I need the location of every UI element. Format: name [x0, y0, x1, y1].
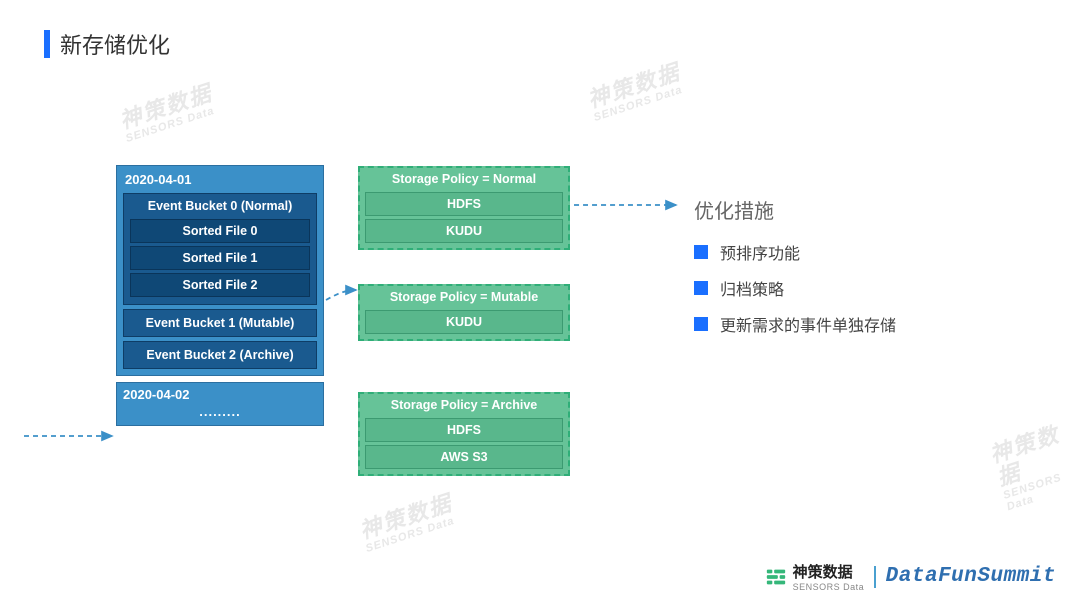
watermark-main: 神策数据 [116, 80, 215, 133]
slide-title: 新存储优化 [44, 28, 170, 60]
bullet-line: 归档策略 [694, 276, 994, 300]
watermark: 神策数据 SENSORS Data [987, 419, 1080, 514]
watermark: 神策数据 SENSORS Data [357, 491, 460, 555]
arrow-bucket-to-mutable [326, 290, 356, 300]
ellipsis: ......... [123, 402, 317, 423]
bullet-text: 更新需求的事件单独存储 [720, 312, 896, 336]
policy-title: Storage Policy = Normal [365, 171, 563, 189]
sorted-file: Sorted File 0 [130, 219, 310, 243]
footer: 神策数据 SENSORS Data DataFunSummit [765, 561, 1056, 592]
policy-item: HDFS [365, 418, 563, 442]
event-bucket-2: Event Bucket 2 (Archive) [123, 341, 317, 369]
bullet-text: 归档策略 [720, 276, 784, 300]
date-partition-1: 2020-04-01 Event Bucket 0 (Normal) Sorte… [116, 165, 324, 376]
bullet-square-icon [694, 317, 708, 331]
bullet-square-icon [694, 281, 708, 295]
partition-diagram: 2020-04-01 Event Bucket 0 (Normal) Sorte… [116, 165, 324, 426]
event-bucket-0: Event Bucket 0 (Normal) Sorted File 0 So… [123, 193, 317, 305]
event-bucket-1: Event Bucket 1 (Mutable) [123, 309, 317, 337]
policy-item: KUDU [365, 219, 563, 243]
bucket-title: Event Bucket 0 (Normal) [130, 198, 310, 216]
date-label: 2020-04-01 [123, 170, 317, 191]
sensors-brand: 神策数据 SENSORS Data [765, 561, 865, 592]
sorted-file: Sorted File 2 [130, 273, 310, 297]
bullet-line: 更新需求的事件单独存储 [694, 312, 994, 336]
policy-title: Storage Policy = Archive [365, 397, 563, 415]
policy-item: HDFS [365, 192, 563, 216]
bullet-square-icon [694, 245, 708, 259]
bullet-text: 预排序功能 [720, 240, 800, 264]
optimization-list: 优化措施 预排序功能归档策略更新需求的事件单独存储 [694, 195, 994, 348]
policy-item: KUDU [365, 310, 563, 334]
summit-brand: DataFunSummit [886, 565, 1056, 588]
date-partition-2: 2020-04-02 ......... [116, 382, 324, 426]
watermark-sub: SENSORS Data [124, 104, 219, 145]
footer-separator [874, 566, 876, 588]
storage-policy: Storage Policy = Mutable KUDU [358, 284, 570, 341]
watermark: 神策数据 SENSORS Data [585, 60, 688, 124]
storage-policy: Storage Policy = Normal HDFS KUDU [358, 166, 570, 250]
watermark: 神策数据 SENSORS Data [117, 81, 220, 145]
title-text: 新存储优化 [60, 28, 170, 60]
storage-policy: Storage Policy = Archive HDFS AWS S3 [358, 392, 570, 476]
title-accent-bar [44, 30, 50, 58]
policy-title: Storage Policy = Mutable [365, 289, 563, 307]
sensors-logo-icon [765, 566, 787, 588]
sorted-file: Sorted File 1 [130, 246, 310, 270]
brand-cn: 神策数据 [793, 564, 853, 581]
slide: 神策数据 SENSORS Data 神策数据 SENSORS Data 神策数据… [0, 0, 1080, 608]
bullet-line: 预排序功能 [694, 240, 994, 264]
policy-item: AWS S3 [365, 445, 563, 469]
brand-en: SENSORS Data [793, 582, 865, 592]
date-label: 2020-04-02 [123, 387, 317, 402]
list-heading: 优化措施 [694, 195, 994, 224]
